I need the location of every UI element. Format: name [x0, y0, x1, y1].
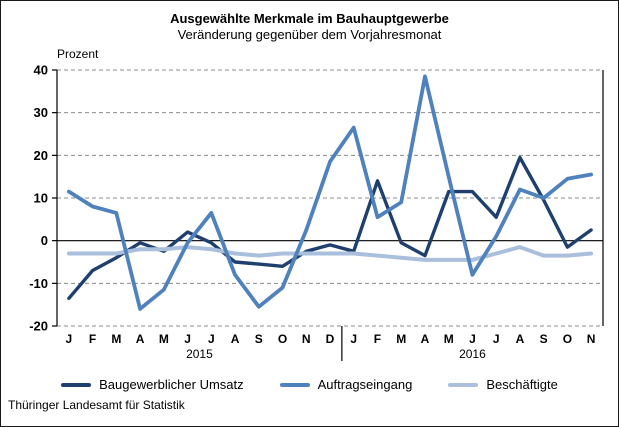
x-axis-month-label: J	[350, 332, 357, 346]
legend-line-swatch-auftragseingang	[279, 382, 310, 387]
legend-line-swatch-umsatz	[61, 382, 92, 387]
x-axis-month-label: A	[136, 332, 145, 346]
chart-legend: Baugewerblicher Umsatz Auftragseingang B…	[0, 377, 619, 392]
y-axis-unit-label: Prozent	[57, 47, 99, 61]
series-line-baugewerblicher-umsatz	[67, 155, 593, 300]
x-axis-month-label: M	[444, 332, 454, 346]
legend-label-umsatz: Baugewerblicher Umsatz	[99, 377, 244, 392]
x-axis-month-label: F	[374, 332, 381, 346]
x-axis-month-label: M	[396, 332, 406, 346]
y-axis-label-40: 40	[34, 63, 48, 78]
legend-line-swatch-beschaeftigte	[448, 382, 479, 387]
x-axis-month-label: M	[159, 332, 169, 346]
x-axis-month-label: J	[66, 332, 73, 346]
x-axis-month-label: O	[278, 332, 287, 346]
y-axis-label--20: -20	[29, 319, 48, 334]
chart-title: Ausgewählte Merkmale im Bauhauptgewerbe	[170, 11, 449, 26]
x-axis-month-label: M	[111, 332, 121, 346]
x-axis-month-label: N	[302, 332, 311, 346]
y-axis-label--10: -10	[29, 276, 48, 291]
legend-item-auftragseingang: Auftragseingang	[279, 377, 413, 392]
x-axis-month-label: A	[421, 332, 430, 346]
x-axis-month-label: J	[493, 332, 500, 346]
series-line-auftragseingang	[67, 74, 593, 311]
y-axis-label-30: 30	[34, 105, 48, 120]
x-axis-month-label: S	[255, 332, 263, 346]
x-axis-year-label-2015: 2015	[186, 347, 213, 361]
x-axis-month-label: A	[516, 332, 525, 346]
x-axis-month-label: D	[326, 332, 335, 346]
x-axis-month-label: S	[540, 332, 548, 346]
x-axis-month-label: J	[184, 332, 191, 346]
source-attribution: Thüringer Landesamt für Statistik	[8, 398, 185, 412]
x-axis-month-label: J	[208, 332, 215, 346]
x-axis-month-label: J	[469, 332, 476, 346]
x-axis-year-label-2016: 2016	[459, 347, 486, 361]
chart-subtitle: Veränderung gegenüber dem Vorjahresmonat	[177, 27, 442, 42]
x-axis-month-label: F	[89, 332, 96, 346]
legend-label-beschaeftigte: Beschäftigte	[486, 377, 558, 392]
x-axis-month-label: N	[587, 332, 596, 346]
legend-item-beschaeftigte: Beschäftigte	[448, 377, 558, 392]
y-axis-label-20: 20	[34, 148, 48, 163]
y-axis-label-0: 0	[41, 233, 48, 248]
legend-label-auftragseingang: Auftragseingang	[317, 377, 413, 392]
legend-item-baugewerblicher-umsatz: Baugewerblicher Umsatz	[61, 377, 244, 392]
x-axis-month-label: A	[231, 332, 240, 346]
series-line-besch-ftigte	[66, 245, 594, 262]
y-axis-label-10: 10	[34, 191, 48, 206]
x-axis-month-label: O	[563, 332, 572, 346]
